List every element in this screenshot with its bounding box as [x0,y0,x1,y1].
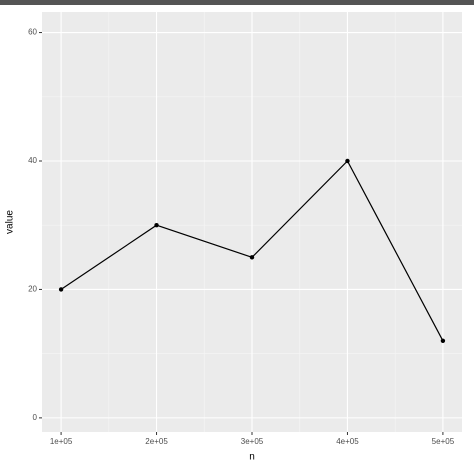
x-tick-label: 4e+05 [336,437,359,446]
window-frame [0,0,474,5]
y-tick-label: 60 [28,28,37,37]
x-axis-label: n [249,452,255,463]
x-tick-label: 1e+05 [50,437,73,446]
point [154,223,159,228]
point [345,158,350,164]
y-tick-label: 40 [28,156,37,165]
y-tick-label: 0 [33,413,38,422]
x-tick-label: 2e+05 [145,437,168,446]
x-tick-label: 5e+05 [432,437,455,446]
x-tick-label: 3e+05 [241,437,264,446]
y-tick-label: 20 [28,285,37,294]
point [58,287,64,292]
point [440,338,446,344]
point [249,255,255,260]
y-axis-label: value [5,210,16,234]
